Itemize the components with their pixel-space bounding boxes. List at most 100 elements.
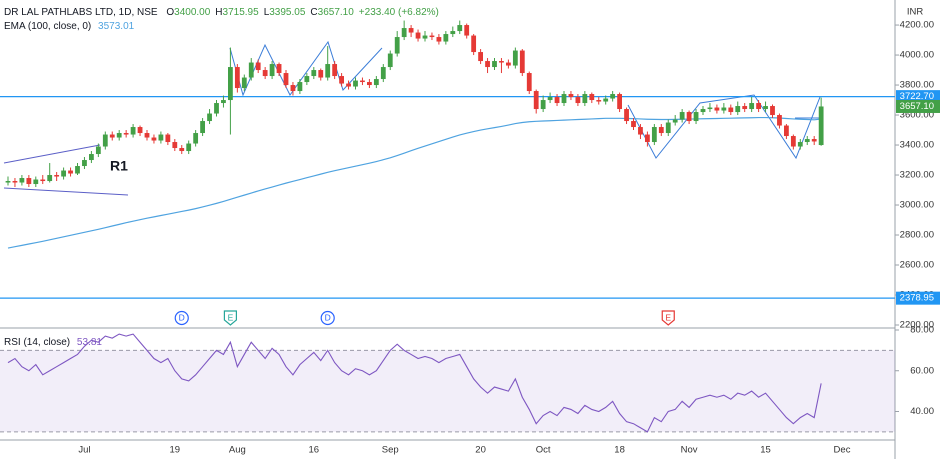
- candle-body: [221, 100, 226, 104]
- ohlc-value: 3395.05: [269, 7, 306, 18]
- candle-body: [367, 82, 372, 86]
- candle-body: [311, 70, 317, 77]
- event-marker: [174, 310, 189, 326]
- x-tick-label: 19: [170, 445, 181, 456]
- candle-body: [533, 91, 539, 110]
- candle-body: [457, 25, 463, 32]
- candle-body: [102, 134, 108, 147]
- candle-body: [790, 136, 796, 147]
- candle-body: [325, 64, 331, 78]
- candle-body: [248, 62, 254, 78]
- candle-body: [512, 50, 518, 66]
- candle-body: [492, 61, 497, 68]
- y-tick-label: 3200.00: [900, 170, 934, 181]
- candle-body: [130, 127, 136, 135]
- candle-body: [436, 37, 442, 42]
- level-label: 2378.95: [900, 293, 934, 304]
- y-tick-label: 3000.00: [900, 200, 934, 211]
- x-tick-label: Jul: [78, 445, 90, 456]
- candle-body: [596, 100, 602, 102]
- x-tick-label: Dec: [834, 445, 851, 456]
- candle-body: [408, 28, 414, 33]
- candle-body: [346, 83, 351, 87]
- candle-body: [172, 142, 178, 149]
- candle-body: [756, 103, 761, 110]
- candle-body: [415, 32, 421, 39]
- candle-body: [735, 106, 741, 113]
- symbol: DR LAL PATHLABS LTD, 1D, NSE: [4, 7, 158, 18]
- candle-body: [575, 97, 581, 104]
- rsi-line: [7, 333, 822, 433]
- x-tick-label: 18: [614, 445, 625, 456]
- rsi-legend: RSI (14, close) 53.81: [4, 337, 102, 348]
- candle-body: [47, 175, 53, 182]
- level-label-box: [896, 291, 940, 305]
- x-tick-label: 16: [309, 445, 320, 456]
- candle-body: [617, 94, 622, 110]
- trend-line: [3, 144, 101, 164]
- candle-body: [526, 73, 532, 92]
- candle-body: [693, 112, 699, 122]
- candle-body: [547, 97, 553, 101]
- candle-body: [262, 70, 268, 77]
- candle-body: [186, 143, 192, 152]
- rsi-band: [0, 350, 895, 432]
- candle-body: [33, 179, 39, 185]
- candle-body: [707, 107, 713, 110]
- ohlc-value: 3657.10: [318, 7, 355, 18]
- candle-body: [811, 139, 817, 142]
- event-marker: [320, 310, 335, 326]
- candle-body: [193, 133, 199, 144]
- candle-body: [665, 122, 671, 134]
- candle-body: [5, 181, 11, 183]
- x-tick-label: Sep: [382, 445, 399, 456]
- candle-body: [742, 106, 748, 110]
- candle-body: [645, 134, 650, 143]
- candle-body: [394, 37, 400, 54]
- candle-body: [429, 35, 435, 38]
- candle-body: [422, 35, 428, 39]
- ema-value: 3573.01: [98, 21, 135, 32]
- candle-body: [207, 113, 212, 122]
- last-price-label: 3657.10: [900, 101, 934, 112]
- trend-line: [3, 187, 129, 196]
- candle-body: [82, 160, 87, 167]
- candle-body: [353, 80, 358, 87]
- candle-body: [12, 181, 18, 183]
- candle-body: [241, 77, 247, 89]
- candle-body: [700, 109, 706, 113]
- candle-body: [283, 73, 289, 86]
- event-marker: [223, 310, 237, 326]
- candle-body: [401, 28, 407, 38]
- last-price-box: [896, 99, 940, 113]
- annotation: R1: [110, 158, 128, 174]
- candle-body: [144, 133, 150, 138]
- x-tick-label: 15: [760, 445, 771, 456]
- candle-body: [749, 103, 755, 110]
- rsi-name: RSI (14, close): [4, 337, 70, 348]
- candle-body: [276, 64, 282, 74]
- candle-body: [360, 80, 365, 83]
- candle-body: [318, 70, 324, 78]
- candle-body: [561, 94, 567, 104]
- level-label-box: [896, 90, 940, 104]
- event-label: E: [228, 312, 234, 322]
- candle-body: [464, 25, 470, 36]
- candle-body: [373, 79, 379, 86]
- candle-body: [478, 52, 483, 62]
- candle-body: [40, 179, 46, 182]
- candle-body: [304, 76, 310, 83]
- candle-body: [123, 133, 129, 135]
- ema-line: [7, 116, 822, 249]
- level-label: 3722.70: [900, 91, 934, 102]
- candle-body: [61, 170, 66, 177]
- x-tick-label: Nov: [681, 445, 698, 456]
- y-tick-label: 4000.00: [900, 50, 934, 61]
- candle-body: [255, 62, 261, 71]
- candle-body: [387, 53, 393, 68]
- y-tick-label: 3400.00: [900, 140, 934, 151]
- y-tick-label: 3600.00: [900, 110, 934, 121]
- candle-body: [638, 127, 643, 135]
